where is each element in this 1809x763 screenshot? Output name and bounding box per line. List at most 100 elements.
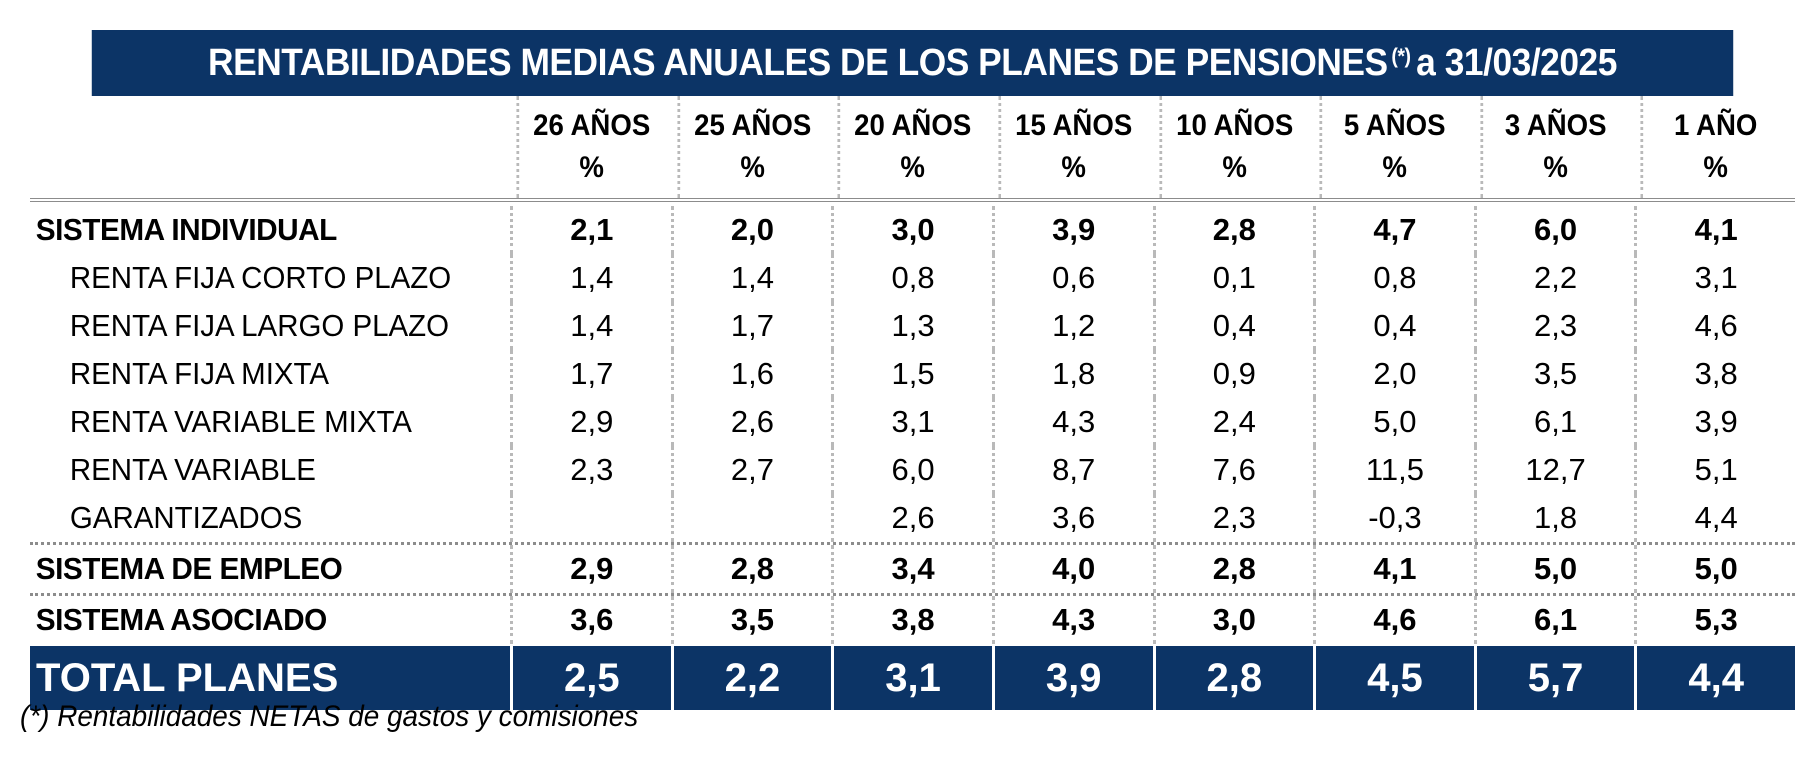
value-cell: 4,6 <box>1313 596 1474 644</box>
value-cell: 1,8 <box>1473 494 1635 542</box>
value-cell: 1,7 <box>510 350 671 398</box>
column-header: 15 AÑOS% <box>998 96 1146 198</box>
value-cell: 4,4 <box>1634 646 1795 710</box>
column-years: 26 AÑOS <box>533 109 651 142</box>
value-cell: 2,9 <box>510 545 671 593</box>
row-label: SISTEMA ASOCIADO <box>35 602 328 637</box>
table-row-total: TOTAL PLANES 2,5 2,2 3,1 3,9 2,8 4,5 5,7 4,4 <box>30 646 1795 710</box>
value-cell: 4,3 <box>991 398 1153 446</box>
column-years: 20 AÑOS <box>854 109 972 142</box>
value-cell: 2,5 <box>510 646 671 710</box>
value-cell: 5,0 <box>1634 545 1795 593</box>
value-cell: 12,7 <box>1473 446 1635 494</box>
value-cell: 6,1 <box>1473 596 1635 644</box>
title-footnote-marker: (*) <box>1391 45 1411 68</box>
value-cell: 2,2 <box>1473 254 1635 302</box>
column-header: 10 AÑOS% <box>1158 96 1307 198</box>
value-cell: 4,6 <box>1634 302 1795 350</box>
value-cell: 2,0 <box>1313 350 1474 398</box>
column-years: 1 AÑO <box>1674 109 1758 142</box>
value-cell: 1,4 <box>670 254 832 302</box>
column-years: 15 AÑOS <box>1015 109 1133 142</box>
table-title: RENTABILIDADES MEDIAS ANUALES DE LOS PLA… <box>91 30 1734 96</box>
column-unit: % <box>1061 151 1086 184</box>
value-cell: 3,0 <box>1152 596 1314 644</box>
footnote: (*) Rentabilidades NETAS de gastos y com… <box>20 700 639 733</box>
value-cell: 2,6 <box>670 398 832 446</box>
value-cell: 0,6 <box>991 254 1153 302</box>
value-cell: 5,0 <box>1473 545 1635 593</box>
value-cell: 5,0 <box>1313 398 1474 446</box>
value-cell: 2,9 <box>510 398 671 446</box>
value-cell: 5,1 <box>1634 446 1795 494</box>
value-cell: 2,3 <box>510 446 671 494</box>
value-cell: -0,3 <box>1313 494 1474 542</box>
row-label: RENTA FIJA CORTO PLAZO <box>69 260 452 295</box>
value-cell: 4,5 <box>1313 646 1474 710</box>
row-label: SISTEMA DE EMPLEO <box>35 551 343 586</box>
table-row-subcategory: RENTA FIJA MIXTA 1,7 1,6 1,5 1,8 0,9 2,0 3,5 3,8 <box>30 350 1795 398</box>
column-years: 5 AÑOS <box>1343 109 1446 142</box>
value-cell: 3,1 <box>831 398 992 446</box>
value-cell: 0,9 <box>1152 350 1314 398</box>
value-cell: 1,7 <box>670 302 832 350</box>
table-row-subcategory: RENTA FIJA LARGO PLAZO 1,4 1,7 1,3 1,2 0,4 0,4… <box>30 302 1795 350</box>
value-cell: 1,8 <box>991 350 1153 398</box>
value-cell: 0,4 <box>1152 302 1314 350</box>
value-cell: 2,7 <box>670 446 832 494</box>
value-cell: 2,0 <box>670 206 832 254</box>
row-label: GARANTIZADOS <box>69 500 303 535</box>
value-cell: 3,5 <box>1473 350 1635 398</box>
value-cell: 2,4 <box>1152 398 1314 446</box>
table-row-subcategory: RENTA VARIABLE MIXTA 2,9 2,6 3,1 4,3 2,4 5,0 6,… <box>30 398 1795 446</box>
value-cell: 2,3 <box>1152 494 1314 542</box>
value-cell: 6,1 <box>1473 398 1635 446</box>
column-unit: % <box>1543 151 1568 184</box>
value-cell: 3,6 <box>510 596 671 644</box>
value-cell: 2,2 <box>670 646 832 710</box>
value-cell: 4,0 <box>991 545 1153 593</box>
value-cell: 3,9 <box>991 206 1153 254</box>
value-cell: 2,8 <box>1152 206 1314 254</box>
value-cell: 1,4 <box>510 254 671 302</box>
value-cell: 4,1 <box>1313 545 1474 593</box>
row-label: SISTEMA INDIVIDUAL <box>35 212 338 247</box>
value-cell: 1,4 <box>510 302 671 350</box>
table-row-sistema-individual: SISTEMA INDIVIDUAL 2,1 2,0 3,0 3,9 2,8 4,7 6,0 4… <box>30 206 1795 254</box>
row-label: RENTA FIJA MIXTA <box>69 356 329 391</box>
column-header: 3 AÑOS% <box>1480 96 1628 198</box>
column-header-row: 26 AÑOS% 25 AÑOS% 20 AÑOS% 15 AÑOS% 10 A… <box>30 96 1795 202</box>
value-cell: 8,7 <box>991 446 1153 494</box>
column-unit: % <box>1382 151 1408 184</box>
table-row-sistema-asociado: SISTEMA ASOCIADO 3,6 3,5 3,8 4,3 3,0 4,6 6,1 5,3 <box>30 593 1795 644</box>
column-header: 20 AÑOS% <box>837 96 986 198</box>
value-cell: 4,7 <box>1313 206 1474 254</box>
row-label: RENTA VARIABLE MIXTA <box>69 404 412 439</box>
value-cell: 1,2 <box>991 302 1153 350</box>
value-cell: 7,6 <box>1152 446 1314 494</box>
value-cell: 5,7 <box>1473 646 1635 710</box>
column-header: 25 AÑOS% <box>677 96 825 198</box>
column-unit: % <box>740 151 765 184</box>
table-row-subcategory: RENTA VARIABLE 2,3 2,7 6,0 8,7 7,6 11,5 12,7 5,1 <box>30 446 1795 494</box>
value-cell: 2,3 <box>1473 302 1635 350</box>
header-blank-cell <box>30 96 510 198</box>
value-cell <box>670 494 832 542</box>
column-unit: % <box>579 151 604 184</box>
title-main: RENTABILIDADES MEDIAS ANUALES DE LOS PLA… <box>208 41 1388 84</box>
title-date: a 31/03/2025 <box>1416 41 1617 84</box>
value-cell: 1,5 <box>831 350 992 398</box>
column-years: 10 AÑOS <box>1175 109 1293 142</box>
table-row-subcategory: GARANTIZADOS 2,6 3,6 2,3 -0,3 1,8 4,4 <box>30 494 1795 542</box>
table-row-subcategory: RENTA FIJA CORTO PLAZO 1,4 1,4 0,8 0,6 0,1 0,8… <box>30 254 1795 302</box>
value-cell: 4,4 <box>1634 494 1795 542</box>
table-row-sistema-empleo: SISTEMA DE EMPLEO 2,9 2,8 3,4 4,0 2,8 4,1 5,0 5,… <box>30 542 1795 593</box>
value-cell: 3,5 <box>670 596 832 644</box>
value-cell: 11,5 <box>1313 446 1474 494</box>
value-cell: 3,1 <box>831 646 992 710</box>
column-years: 3 AÑOS <box>1504 109 1607 142</box>
column-header: 26 AÑOS% <box>516 96 664 198</box>
column-unit: % <box>900 151 926 184</box>
value-cell: 5,3 <box>1634 596 1795 644</box>
value-cell: 2,8 <box>1152 646 1314 710</box>
